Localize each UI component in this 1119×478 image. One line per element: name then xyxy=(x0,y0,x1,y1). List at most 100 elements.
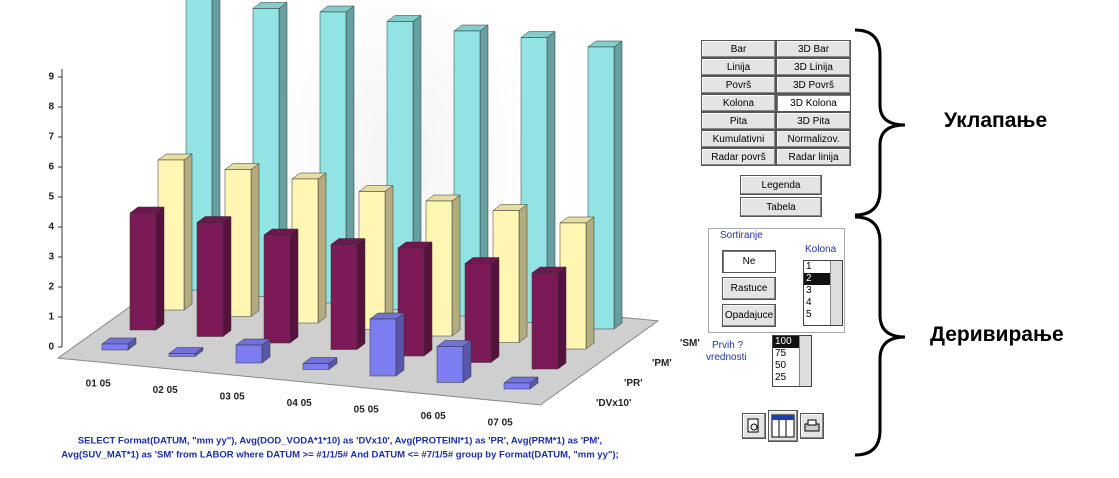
view-button[interactable]: Legenda xyxy=(740,175,822,195)
bar xyxy=(503,382,531,390)
chart-type-button[interactable]: Površ xyxy=(701,76,776,94)
bar xyxy=(436,346,464,383)
y-tick-label: 5 xyxy=(48,192,54,203)
bar-side xyxy=(356,238,366,350)
bar xyxy=(369,318,397,377)
chart-type-button[interactable]: Kumulativni xyxy=(701,130,776,148)
bar xyxy=(196,222,224,337)
bar-side xyxy=(183,153,193,311)
top-n-label: Prvih ? xyxy=(712,340,744,351)
chart-type-button[interactable]: Radar površ xyxy=(701,148,776,166)
list-item[interactable]: 4 xyxy=(806,297,812,308)
list-item[interactable]: 50 xyxy=(775,360,787,371)
print-button[interactable] xyxy=(800,413,824,439)
annotation: Деривирање xyxy=(930,323,1064,346)
plot: 0 1 2 3 4 5 6 7 8 9 'SM' 'PM' 'PR' 'DVx10' 01 05 02 05 0… xyxy=(48,0,700,429)
bar xyxy=(129,212,157,331)
bar-side xyxy=(289,228,299,344)
bar-side xyxy=(462,340,472,383)
legend-label: 'PM' xyxy=(652,358,672,369)
braces xyxy=(854,28,906,457)
chart-type-button[interactable]: 3D Površ xyxy=(776,76,851,94)
x-tick-label: 02 05 xyxy=(153,385,178,396)
x-tick-label: 06 05 xyxy=(421,411,446,422)
bar-side xyxy=(451,194,461,337)
bar-side xyxy=(222,216,232,337)
chart-type-button[interactable]: Pita xyxy=(701,112,776,130)
bar xyxy=(531,272,559,370)
print-icon xyxy=(804,419,820,432)
sort-title: Sortiranje xyxy=(720,230,763,241)
query-line: SELECT Format(DATUM, "mm yy"), Avg(DOD_V… xyxy=(78,436,602,447)
bar xyxy=(168,353,196,357)
x-tick-label: 05 05 xyxy=(354,405,379,416)
table-button[interactable] xyxy=(768,410,798,442)
chart-type-button[interactable]: Radar linija xyxy=(776,148,851,166)
y-tick-label: 3 xyxy=(48,252,54,263)
y-tick-label: 9 xyxy=(48,72,54,83)
chart-type-button[interactable]: Linija xyxy=(701,58,776,76)
y-tick-label: 1 xyxy=(48,312,54,323)
bar-side xyxy=(518,204,528,343)
list-item[interactable]: 5 xyxy=(806,309,812,320)
y-tick-label: 8 xyxy=(48,102,54,113)
x-tick-label: 03 05 xyxy=(220,392,245,403)
y-tick-label: 2 xyxy=(48,282,54,293)
column-label: Kolona xyxy=(805,244,837,255)
chart-type-button[interactable]: 3D Linija xyxy=(776,58,851,76)
sort-button[interactable]: Rastuce xyxy=(722,277,776,300)
bar-side xyxy=(490,257,500,363)
top-n-list[interactable]: 100 75 50 25 xyxy=(772,335,812,387)
list-item[interactable]: 1 xyxy=(806,261,812,272)
scrollbar[interactable] xyxy=(799,336,811,386)
bar-side xyxy=(613,40,623,330)
bar-side xyxy=(557,266,567,370)
y-tick-label: 0 xyxy=(48,342,54,353)
y-tick-label: 4 xyxy=(48,222,54,233)
scrollbar[interactable] xyxy=(830,261,842,325)
bar-side xyxy=(317,172,327,324)
chart-type-button[interactable]: 3D Pita xyxy=(776,112,851,130)
legend-label: 'PR' xyxy=(624,378,643,389)
annotation: Уклапање xyxy=(944,109,1048,132)
list-item[interactable]: 25 xyxy=(775,372,787,383)
chart-type-button[interactable]: Bar xyxy=(701,40,776,58)
brace xyxy=(854,28,906,217)
bar xyxy=(302,363,330,370)
y-tick-label: 7 xyxy=(48,132,54,143)
x-tick-label: 01 05 xyxy=(86,379,111,390)
query-line: Avg(SUV_MAT*1) as 'SM' from LABOR where … xyxy=(61,450,618,461)
bar-side xyxy=(423,241,433,357)
y-tick-label: 6 xyxy=(48,162,54,173)
x-tick-label: 04 05 xyxy=(287,398,312,409)
list-item[interactable]: 3 xyxy=(806,285,812,296)
bar xyxy=(101,343,129,351)
x-tick-label: 07 05 xyxy=(488,418,513,429)
bar-side xyxy=(585,216,595,350)
chart-type-button[interactable]: 3D Bar xyxy=(776,40,851,58)
chart-type-button[interactable]: Normalizov. xyxy=(776,130,851,148)
chart-type-button[interactable]: Kolona xyxy=(701,94,776,112)
list-item[interactable]: 2 xyxy=(804,273,832,285)
top-n-label: vrednosti xyxy=(706,352,747,363)
preview-button[interactable] xyxy=(742,413,766,439)
sort-button[interactable]: Opadajuce xyxy=(722,304,776,327)
sort-group xyxy=(708,228,845,333)
list-item[interactable]: 100 xyxy=(773,336,801,348)
legend-label: 'DVx10' xyxy=(596,398,631,409)
bar xyxy=(263,234,291,344)
brace xyxy=(854,215,906,457)
preview-icon xyxy=(747,418,759,433)
bar-side xyxy=(250,163,260,317)
bar-side xyxy=(155,206,165,331)
sort-button[interactable]: Ne xyxy=(722,250,776,273)
chart: 0 1 2 3 4 5 6 7 8 9 'SM' 'PM' 'PR' 'DVx10' 01 05 02 05 0… xyxy=(48,0,700,461)
list-item[interactable]: 75 xyxy=(775,348,787,359)
table-icon xyxy=(771,414,795,438)
bar-side xyxy=(384,185,394,330)
chart-type-button[interactable]: 3D Kolona xyxy=(776,94,851,112)
view-button[interactable]: Tabela xyxy=(740,197,822,217)
bar xyxy=(235,344,263,364)
